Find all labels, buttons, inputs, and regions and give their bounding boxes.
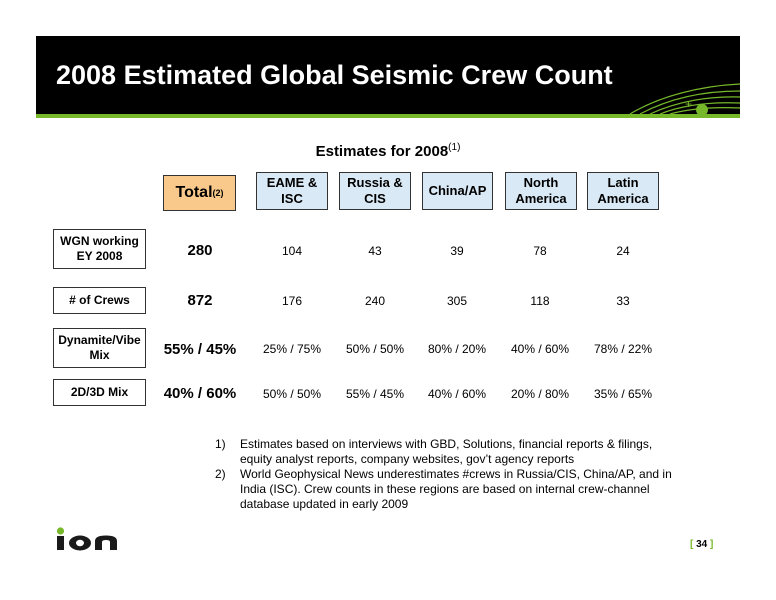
row-header-dynamite-vibe: Dynamite/Vibe Mix <box>53 328 146 368</box>
column-header-total: Total (2) <box>163 175 236 211</box>
table-cell: 80% / 20% <box>427 342 487 356</box>
row-header-2d3d: 2D/3D Mix <box>53 379 146 406</box>
table-cell: 176 <box>281 294 303 308</box>
row-header-line: Mix <box>89 348 110 362</box>
footnote-line: India (ISC). Crew counts in these region… <box>240 482 650 496</box>
table-cell: 104 <box>281 244 303 258</box>
column-header-total-label: Total <box>175 184 213 201</box>
table-cell: 118 <box>530 294 550 308</box>
table-cell: 33 <box>616 294 630 308</box>
row-header-line: EY 2008 <box>76 249 123 263</box>
page-number: [ 34 ] <box>690 539 713 550</box>
row-header-line: WGN working <box>60 234 139 248</box>
subtitle-text: Estimates for 2008 <box>315 143 449 160</box>
bracket-close: ] <box>710 539 714 550</box>
column-header-line: EAME & <box>266 175 318 190</box>
subtitle-footnote-ref: (1) <box>448 142 461 153</box>
total-cell: 55% / 45% <box>163 341 237 358</box>
footnote: 2) World Geophysical News underestimates… <box>215 467 695 512</box>
column-header-line: Russia & <box>347 175 403 190</box>
row-header-wgn: WGN working EY 2008 <box>53 229 146 269</box>
table-cell: 39 <box>450 244 464 258</box>
page-number-value: 34 <box>696 539 708 550</box>
column-header-eame: EAME & ISC <box>256 172 328 210</box>
column-header-latin-america: Latin America <box>587 172 659 210</box>
footnote: 1) Estimates based on interviews with GB… <box>215 437 695 467</box>
footnote-number: 1) <box>215 437 226 451</box>
table-cell: 240 <box>364 294 386 308</box>
table-cell: 40% / 60% <box>427 387 487 401</box>
slide-title: 2008 Estimated Global Seismic Crew Count <box>56 60 613 90</box>
column-header-north-america: North America <box>505 172 577 210</box>
table-cell: 20% / 80% <box>510 387 570 401</box>
column-header-russia: Russia & CIS <box>339 172 411 210</box>
footnote-line: equity analyst reports, company websites… <box>240 452 575 466</box>
column-header-china: China/AP <box>422 172 493 210</box>
table-cell: 43 <box>368 244 382 258</box>
column-header-line: America <box>597 191 649 206</box>
column-header-line: ISC <box>281 191 303 206</box>
total-cell: 872 <box>187 292 213 309</box>
column-header-line: Latin <box>607 175 639 190</box>
total-cell: 40% / 60% <box>163 385 237 402</box>
bracket-open: [ <box>690 539 694 550</box>
title-banner: 2008 Estimated Global Seismic Crew Count… <box>36 36 740 114</box>
column-header-line: CIS <box>364 191 386 206</box>
column-header-line: America <box>515 191 567 206</box>
table-cell: 24 <box>616 244 630 258</box>
total-cell: 280 <box>187 242 213 259</box>
footnote-number: 2) <box>215 467 226 481</box>
decorative-lines-graphic: + <box>629 83 740 114</box>
footnote-line: World Geophysical News underestimates #c… <box>240 467 672 481</box>
row-header-line: Dynamite/Vibe <box>58 333 141 347</box>
svg-text:+: + <box>685 97 692 111</box>
column-header-line: China/AP <box>428 183 487 198</box>
table-subtitle: Estimates for 2008(1) <box>0 142 776 160</box>
column-header-line: North <box>523 175 559 190</box>
footnote-line: database updated in early 2009 <box>240 497 409 511</box>
table-cell: 35% / 65% <box>593 387 653 401</box>
ion-logo <box>56 527 117 551</box>
table-cell: 25% / 75% <box>262 342 322 356</box>
column-header-total-footnote: (2) <box>212 188 224 198</box>
footnote-line: Estimates based on interviews with GBD, … <box>240 437 653 451</box>
row-header-line: # of Crews <box>69 293 130 307</box>
footnotes: 1) Estimates based on interviews with GB… <box>215 437 695 512</box>
row-header-line: 2D/3D Mix <box>70 385 129 399</box>
table-cell: 50% / 50% <box>262 387 322 401</box>
table-cell: 78% / 22% <box>593 342 653 356</box>
table-cell: 50% / 50% <box>345 342 405 356</box>
table-cell: 78 <box>533 244 547 258</box>
row-header-crews: # of Crews <box>53 287 146 314</box>
table-cell: 305 <box>446 294 468 308</box>
table-cell: 55% / 45% <box>345 387 405 401</box>
table-cell: 40% / 60% <box>510 342 570 356</box>
accent-rule <box>36 114 740 118</box>
